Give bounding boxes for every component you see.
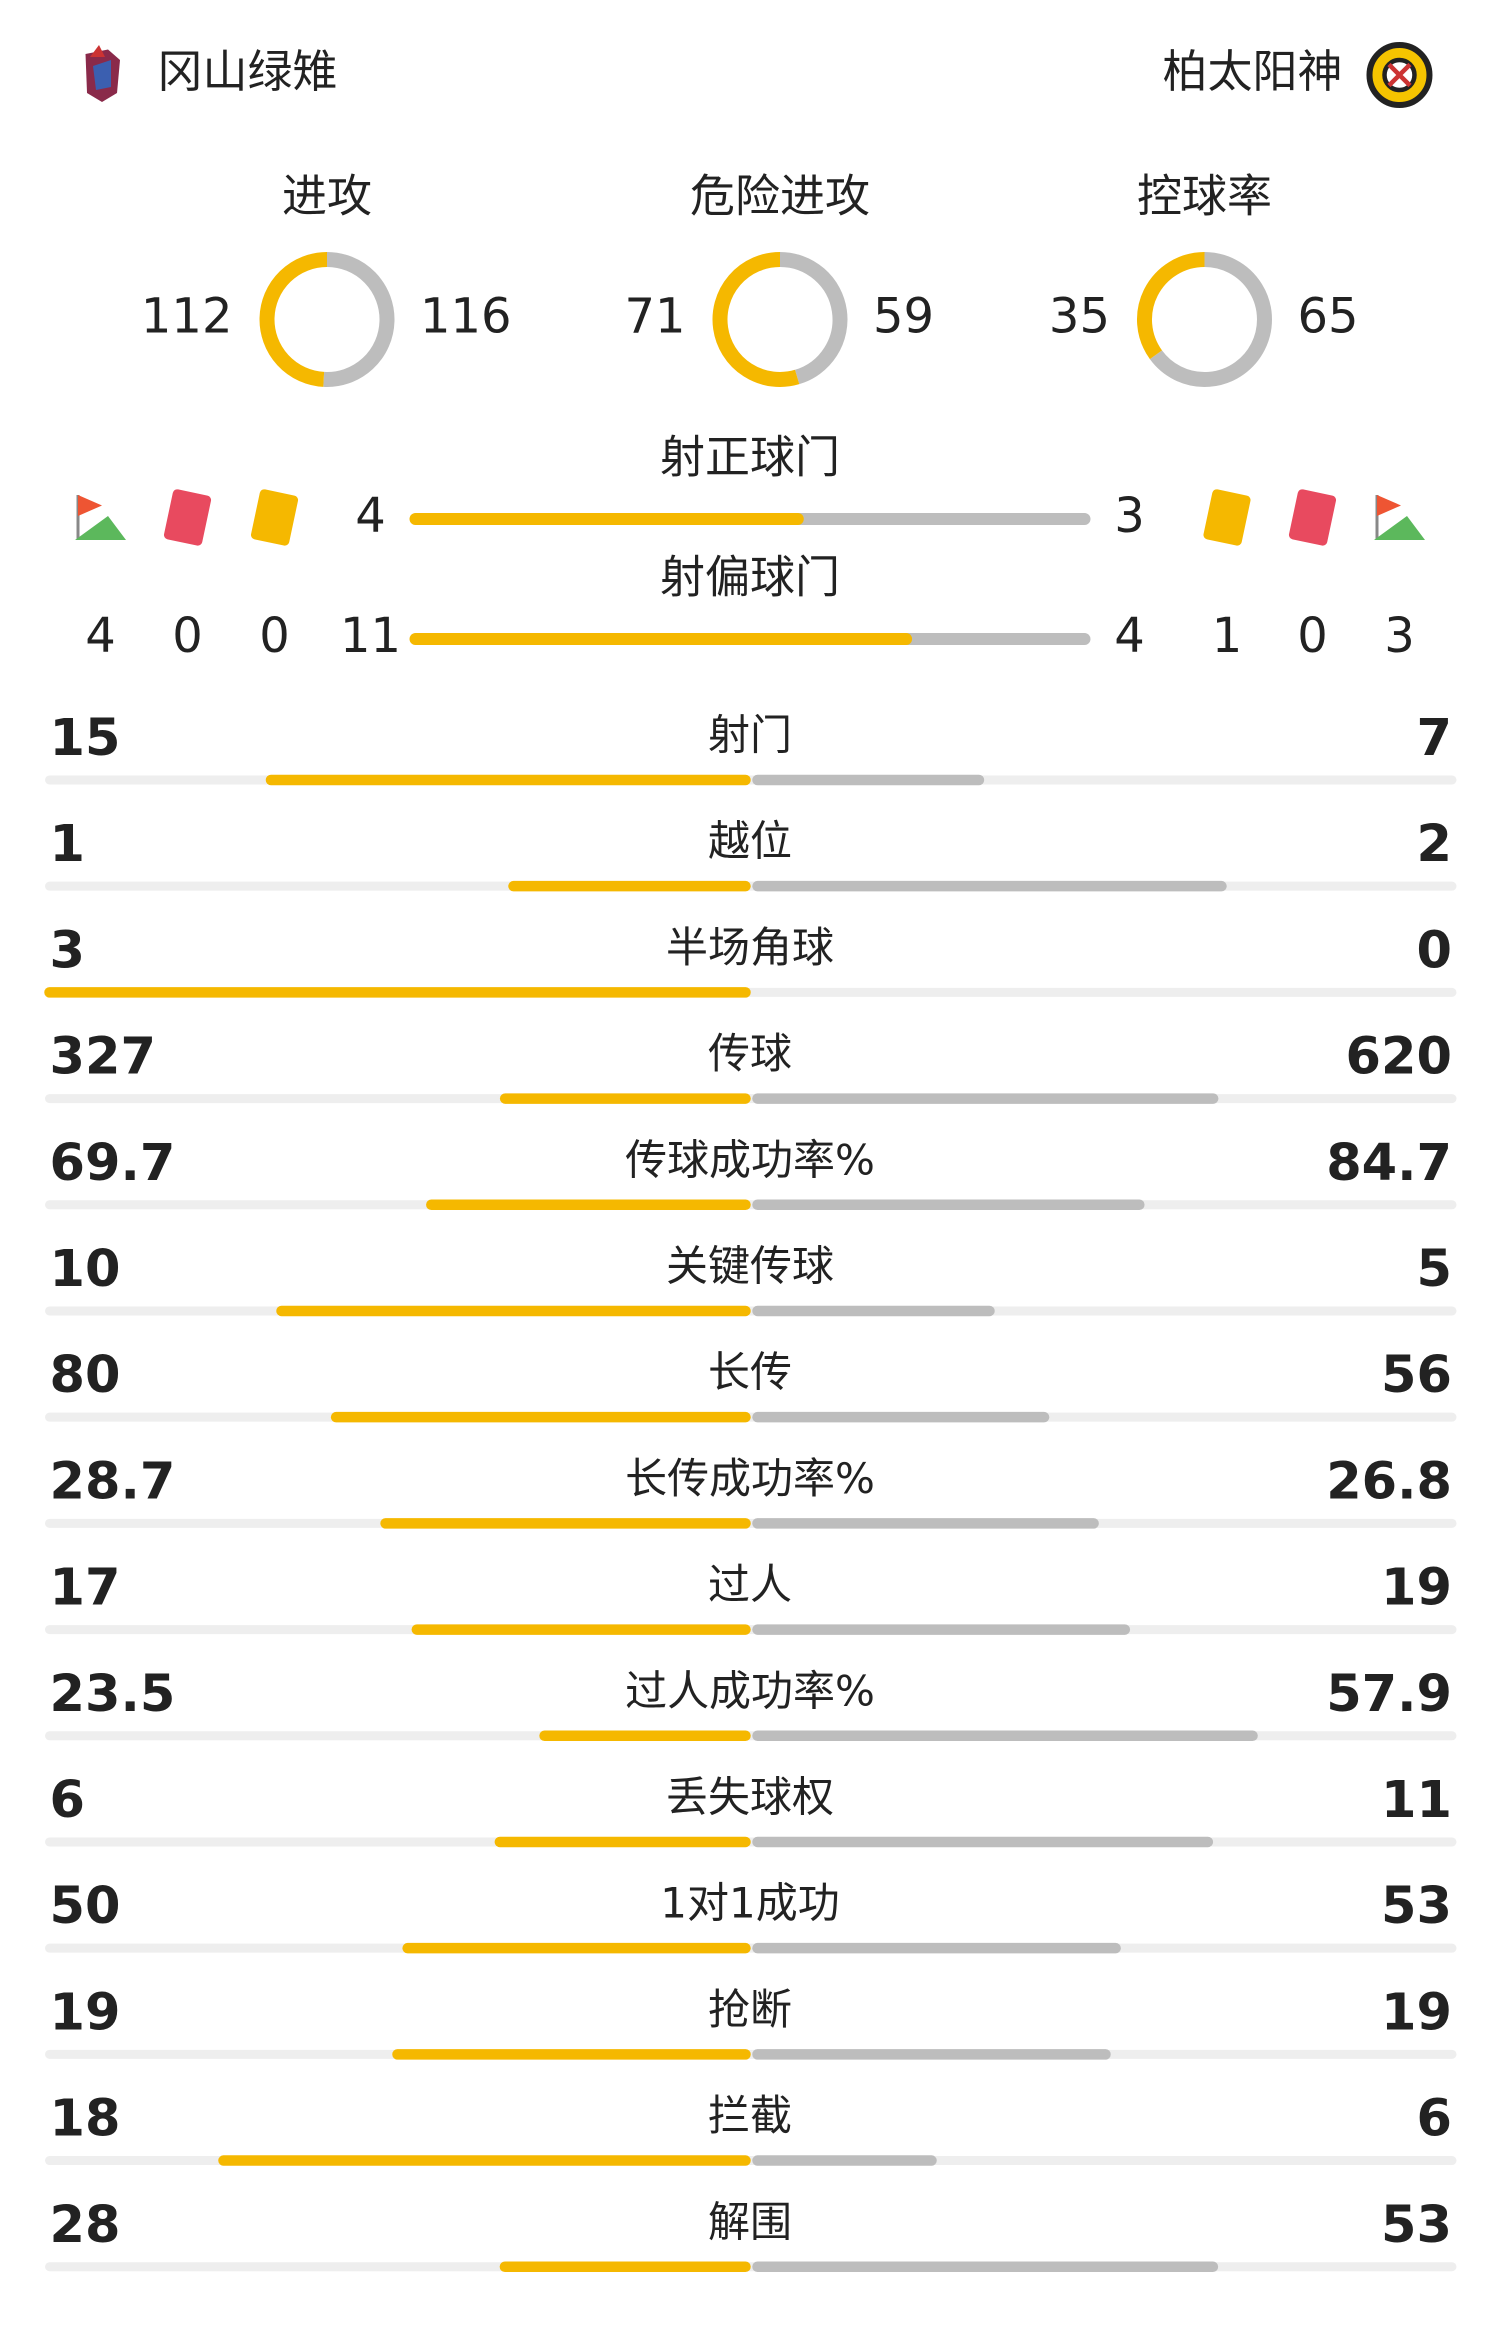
- home-value: 80: [50, 1346, 121, 1405]
- home-red-count: 0: [172, 608, 203, 664]
- away-value: 116: [420, 288, 512, 344]
- home-team: 冈山绿雉: [158, 45, 338, 98]
- away-value: 19: [1381, 1559, 1452, 1618]
- away-value: 19: [1381, 1983, 1452, 2042]
- away-value: 0: [1417, 921, 1452, 980]
- home-red-card-icon: [163, 489, 212, 546]
- home-value: 28.7: [50, 1452, 176, 1511]
- away-value: 3: [1114, 488, 1145, 544]
- donut-home: [1137, 251, 1205, 360]
- donut-away: [1149, 251, 1272, 387]
- away-team: 柏太阳神: [1163, 45, 1343, 98]
- stat-label: 射门: [708, 710, 792, 759]
- donut-home: [259, 251, 328, 387]
- home-value: 35: [1049, 288, 1110, 344]
- home-value: 10: [50, 1240, 121, 1299]
- home-value: 28: [50, 2196, 121, 2255]
- home-value: 50: [50, 1877, 121, 1936]
- home-yellow-count: 0: [259, 608, 290, 664]
- home-value: 18: [50, 2090, 121, 2149]
- home-value: 327: [50, 1028, 156, 1087]
- home-value: 112: [141, 288, 233, 344]
- donut-away: [779, 251, 848, 385]
- home-corner-icon: [75, 494, 127, 540]
- away-value: 65: [1297, 288, 1358, 344]
- away-value: 11: [1381, 1771, 1452, 1830]
- stat-label: 1对1成功: [660, 1879, 839, 1928]
- away-red-card-icon: [1288, 489, 1337, 546]
- away-value: 4: [1114, 608, 1145, 664]
- away-corner-icon: [1373, 494, 1425, 540]
- shots-label: 射正球门: [660, 430, 840, 483]
- stat-label: 解围: [708, 2197, 792, 2246]
- away-red-count: 0: [1297, 608, 1328, 664]
- stat-label: 传球成功率%: [625, 1135, 875, 1184]
- away-value: 56: [1381, 1346, 1452, 1405]
- away-value: 620: [1346, 1028, 1452, 1087]
- home-value: 19: [50, 1983, 121, 2042]
- away-value: 7: [1417, 709, 1452, 768]
- donut-home: [712, 251, 800, 387]
- stat-label: 过人: [708, 1560, 792, 1609]
- home-value: 15: [50, 709, 121, 768]
- home-value: 1: [50, 815, 85, 874]
- away-value: 53: [1381, 2196, 1452, 2255]
- away-logo: [1366, 41, 1433, 108]
- away-value: 84.7: [1326, 1134, 1452, 1193]
- stat-label: 关键传球: [666, 1241, 834, 1290]
- home-value: 3: [50, 921, 85, 980]
- stat-label: 抢断: [708, 1985, 792, 2034]
- donut-away: [323, 251, 395, 387]
- away-yellow-count: 1: [1212, 608, 1243, 664]
- home-yellow-card-icon: [250, 489, 299, 546]
- away-value: 53: [1381, 1877, 1452, 1936]
- stat-label: 过人成功率%: [625, 1666, 875, 1715]
- stat-label: 传球: [708, 1029, 792, 1078]
- stat-label: 半场角球: [666, 923, 834, 972]
- home-logo: [85, 44, 121, 102]
- summary-label: 控球率: [1137, 169, 1272, 222]
- home-value: 11: [340, 608, 401, 664]
- shots-label: 射偏球门: [660, 550, 840, 603]
- home-value: 71: [624, 288, 685, 344]
- stat-label: 长传: [708, 1348, 792, 1397]
- home-value: 4: [355, 488, 386, 544]
- away-corners-count: 3: [1384, 608, 1415, 664]
- away-yellow-card-icon: [1203, 489, 1251, 546]
- summary-label: 进攻: [282, 169, 372, 222]
- summary-label: 危险进攻: [690, 169, 870, 222]
- home-value: 69.7: [50, 1134, 176, 1193]
- stat-label: 长传成功率%: [625, 1454, 875, 1503]
- away-value: 2: [1417, 815, 1452, 874]
- stat-label: 越位: [708, 817, 792, 866]
- away-value: 5: [1417, 1240, 1452, 1299]
- away-value: 6: [1417, 2090, 1452, 2149]
- home-value: 23.5: [50, 1665, 176, 1724]
- away-value: 57.9: [1326, 1665, 1452, 1724]
- away-value: 26.8: [1326, 1452, 1452, 1511]
- away-value: 59: [873, 288, 934, 344]
- stat-label: 拦截: [708, 2091, 792, 2140]
- stat-label: 丢失球权: [666, 1772, 834, 1821]
- home-value: 17: [50, 1559, 121, 1618]
- home-corners-count: 4: [85, 608, 116, 664]
- home-value: 6: [50, 1771, 85, 1830]
